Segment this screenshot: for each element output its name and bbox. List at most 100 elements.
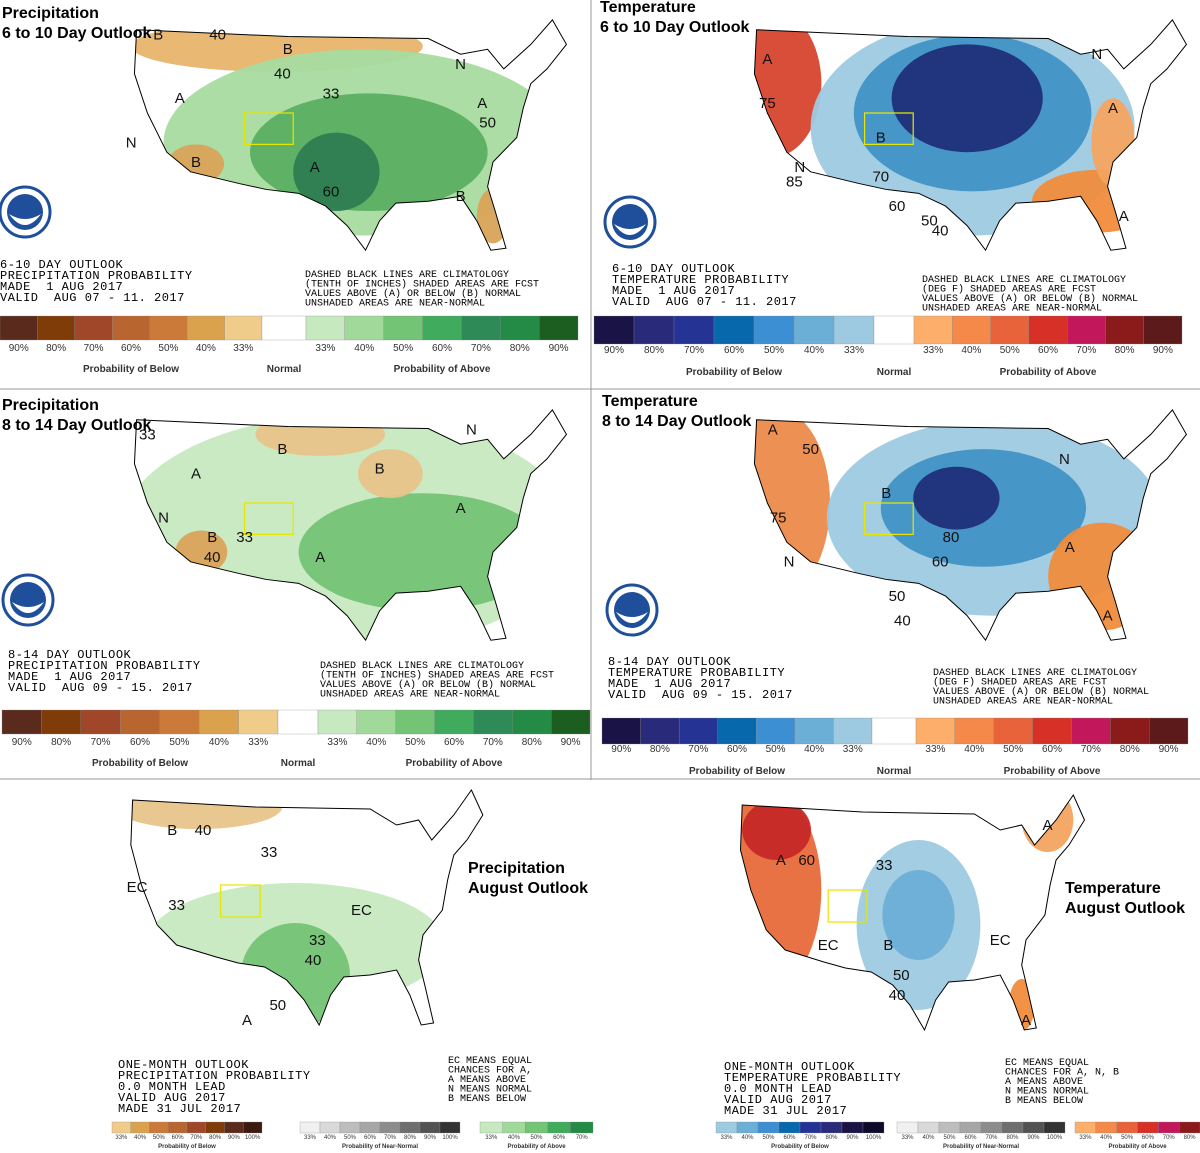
legend-swatch xyxy=(317,709,358,735)
us-outline xyxy=(740,795,1084,1030)
legend-tick: 80% xyxy=(404,1135,417,1141)
legend-tick: 70% xyxy=(576,1135,589,1141)
legend-tick: 40% xyxy=(508,1135,521,1141)
legend-caption: Probability of Near-Normal xyxy=(342,1144,418,1150)
legend-tick: 80% xyxy=(1006,1135,1019,1141)
legend-swatch xyxy=(1105,315,1144,345)
legend-swatch xyxy=(243,1121,263,1134)
legend-swatch xyxy=(149,1121,169,1134)
outlook-info: ONE-MONTH OUTLOOK xyxy=(118,1058,249,1072)
map-label: B xyxy=(277,441,287,458)
legend-tick: 40% xyxy=(1100,1135,1113,1141)
map-label: A xyxy=(175,90,185,107)
legend-swatch xyxy=(1137,1121,1159,1134)
map-label: B xyxy=(167,822,177,839)
legend-tick: 33% xyxy=(304,1135,317,1141)
map-label: B xyxy=(883,937,893,954)
legend-swatch xyxy=(959,1121,982,1134)
legend-tick: 50% xyxy=(169,737,189,748)
legend-tick: 33% xyxy=(315,343,335,354)
color-legend: 90% 80% 70% 60% 50% 40% 33% Probability of Belo… xyxy=(601,717,1189,777)
legend-swatch xyxy=(205,1121,225,1134)
legend-swatch xyxy=(359,1121,381,1134)
legend-tick: 70% xyxy=(688,744,708,755)
legend-swatch xyxy=(547,1121,571,1134)
legend-tick: 90% xyxy=(611,744,631,755)
colorado-box xyxy=(221,885,261,917)
legend-swatch xyxy=(479,1121,503,1134)
legend-note: (TENTH OF INCHES) SHADED AREAS ARE FCST xyxy=(320,670,554,682)
map-label: 40 xyxy=(195,822,212,839)
legend-swatch xyxy=(1032,717,1072,745)
probability-area xyxy=(742,800,811,860)
legend-tick: 100% xyxy=(442,1135,458,1141)
panel-title: August Outlook xyxy=(1065,900,1185,917)
legend-tick: 50% xyxy=(943,1135,956,1141)
legend-tick: 50% xyxy=(1000,345,1020,356)
legend-tick: 40% xyxy=(366,737,386,748)
legend-tick: 50% xyxy=(764,345,784,356)
legend-swatch xyxy=(570,1121,594,1134)
legend-caption: Probability of Above xyxy=(1108,1144,1167,1150)
legend-caption: Probability of Below xyxy=(83,364,179,375)
legend-tick: 80% xyxy=(522,737,542,748)
legend-tick: 40% xyxy=(804,744,824,755)
legend-note: VALUES ABOVE (A) OR BELOW (B) NORMAL xyxy=(305,288,521,300)
probability-area xyxy=(754,409,831,597)
legend-caption: Probability of Below xyxy=(158,1144,216,1150)
map-label: N xyxy=(784,554,795,571)
legend-swatch xyxy=(938,1121,961,1134)
legend-swatch xyxy=(793,315,835,345)
legend-swatch xyxy=(525,1121,548,1134)
legend-swatch xyxy=(833,717,873,745)
legend-tick: 70% xyxy=(91,737,111,748)
map-label: A xyxy=(1065,539,1075,556)
legend-tick: 90% xyxy=(424,1135,437,1141)
probability-area xyxy=(913,466,1000,530)
probability-area xyxy=(891,44,1043,153)
legend-caption: Probability of Below xyxy=(689,766,785,777)
map-label: A xyxy=(768,421,778,438)
panel-title: Temperature xyxy=(1065,880,1161,897)
map-label: N xyxy=(1059,451,1070,468)
legend-swatch xyxy=(841,1121,864,1134)
legend-note: UNSHADED AREAS ARE NEAR-NORMAL xyxy=(320,690,500,701)
map-label: 40 xyxy=(932,223,949,240)
legend-tick: 100% xyxy=(866,1135,882,1141)
legend-swatch xyxy=(299,1121,321,1134)
legend-note: (DEG F) SHADED AREAS ARE FCST xyxy=(933,677,1107,689)
legend-swatch xyxy=(833,315,875,345)
legend-note: N MEANS NORMAL xyxy=(448,1085,532,1096)
legend-caption: Normal xyxy=(281,758,316,769)
map-label: 60 xyxy=(323,183,340,200)
map-label: 50 xyxy=(893,967,910,984)
legend-tick: 50% xyxy=(153,1135,166,1141)
map-label: N xyxy=(126,134,137,151)
legend-tick: 70% xyxy=(985,1135,998,1141)
legend-swatch xyxy=(159,709,200,735)
legend-tick: 60% xyxy=(553,1135,566,1141)
legend-tick: 80% xyxy=(650,744,670,755)
colorado-box xyxy=(245,113,294,144)
legend-tick: 90% xyxy=(1153,345,1173,356)
outlook-info: TEMPERATURE PROBABILITY xyxy=(608,666,785,680)
legend-swatch xyxy=(757,1121,780,1134)
legend-tick: 100% xyxy=(1047,1135,1063,1141)
legend-tick: 33% xyxy=(115,1135,128,1141)
legend-swatch xyxy=(261,315,307,341)
legend-swatch xyxy=(1116,1121,1138,1134)
panel-title: Temperature xyxy=(600,0,696,16)
legend-note: VALUES ABOVE (A) OR BELOW (B) NORMAL xyxy=(933,686,1149,698)
map-label: N xyxy=(466,421,477,438)
map-label: B xyxy=(191,154,201,171)
panel-title: 6 to 10 Day Outlook xyxy=(2,25,151,42)
color-legend: 90% 80% 70% 60% 50% 40% 33% Probability of Belo… xyxy=(1,709,591,769)
legend-tick: 50% xyxy=(1121,1135,1134,1141)
legend-note: A MEANS ABOVE xyxy=(1005,1077,1083,1088)
legend-swatch xyxy=(593,315,635,345)
map-label: A xyxy=(1021,1012,1031,1029)
legend-tick: 80% xyxy=(825,1135,838,1141)
legend-swatch xyxy=(913,315,953,345)
legend-note: DASHED BLACK LINES ARE CLIMATOLOGY xyxy=(305,270,509,281)
